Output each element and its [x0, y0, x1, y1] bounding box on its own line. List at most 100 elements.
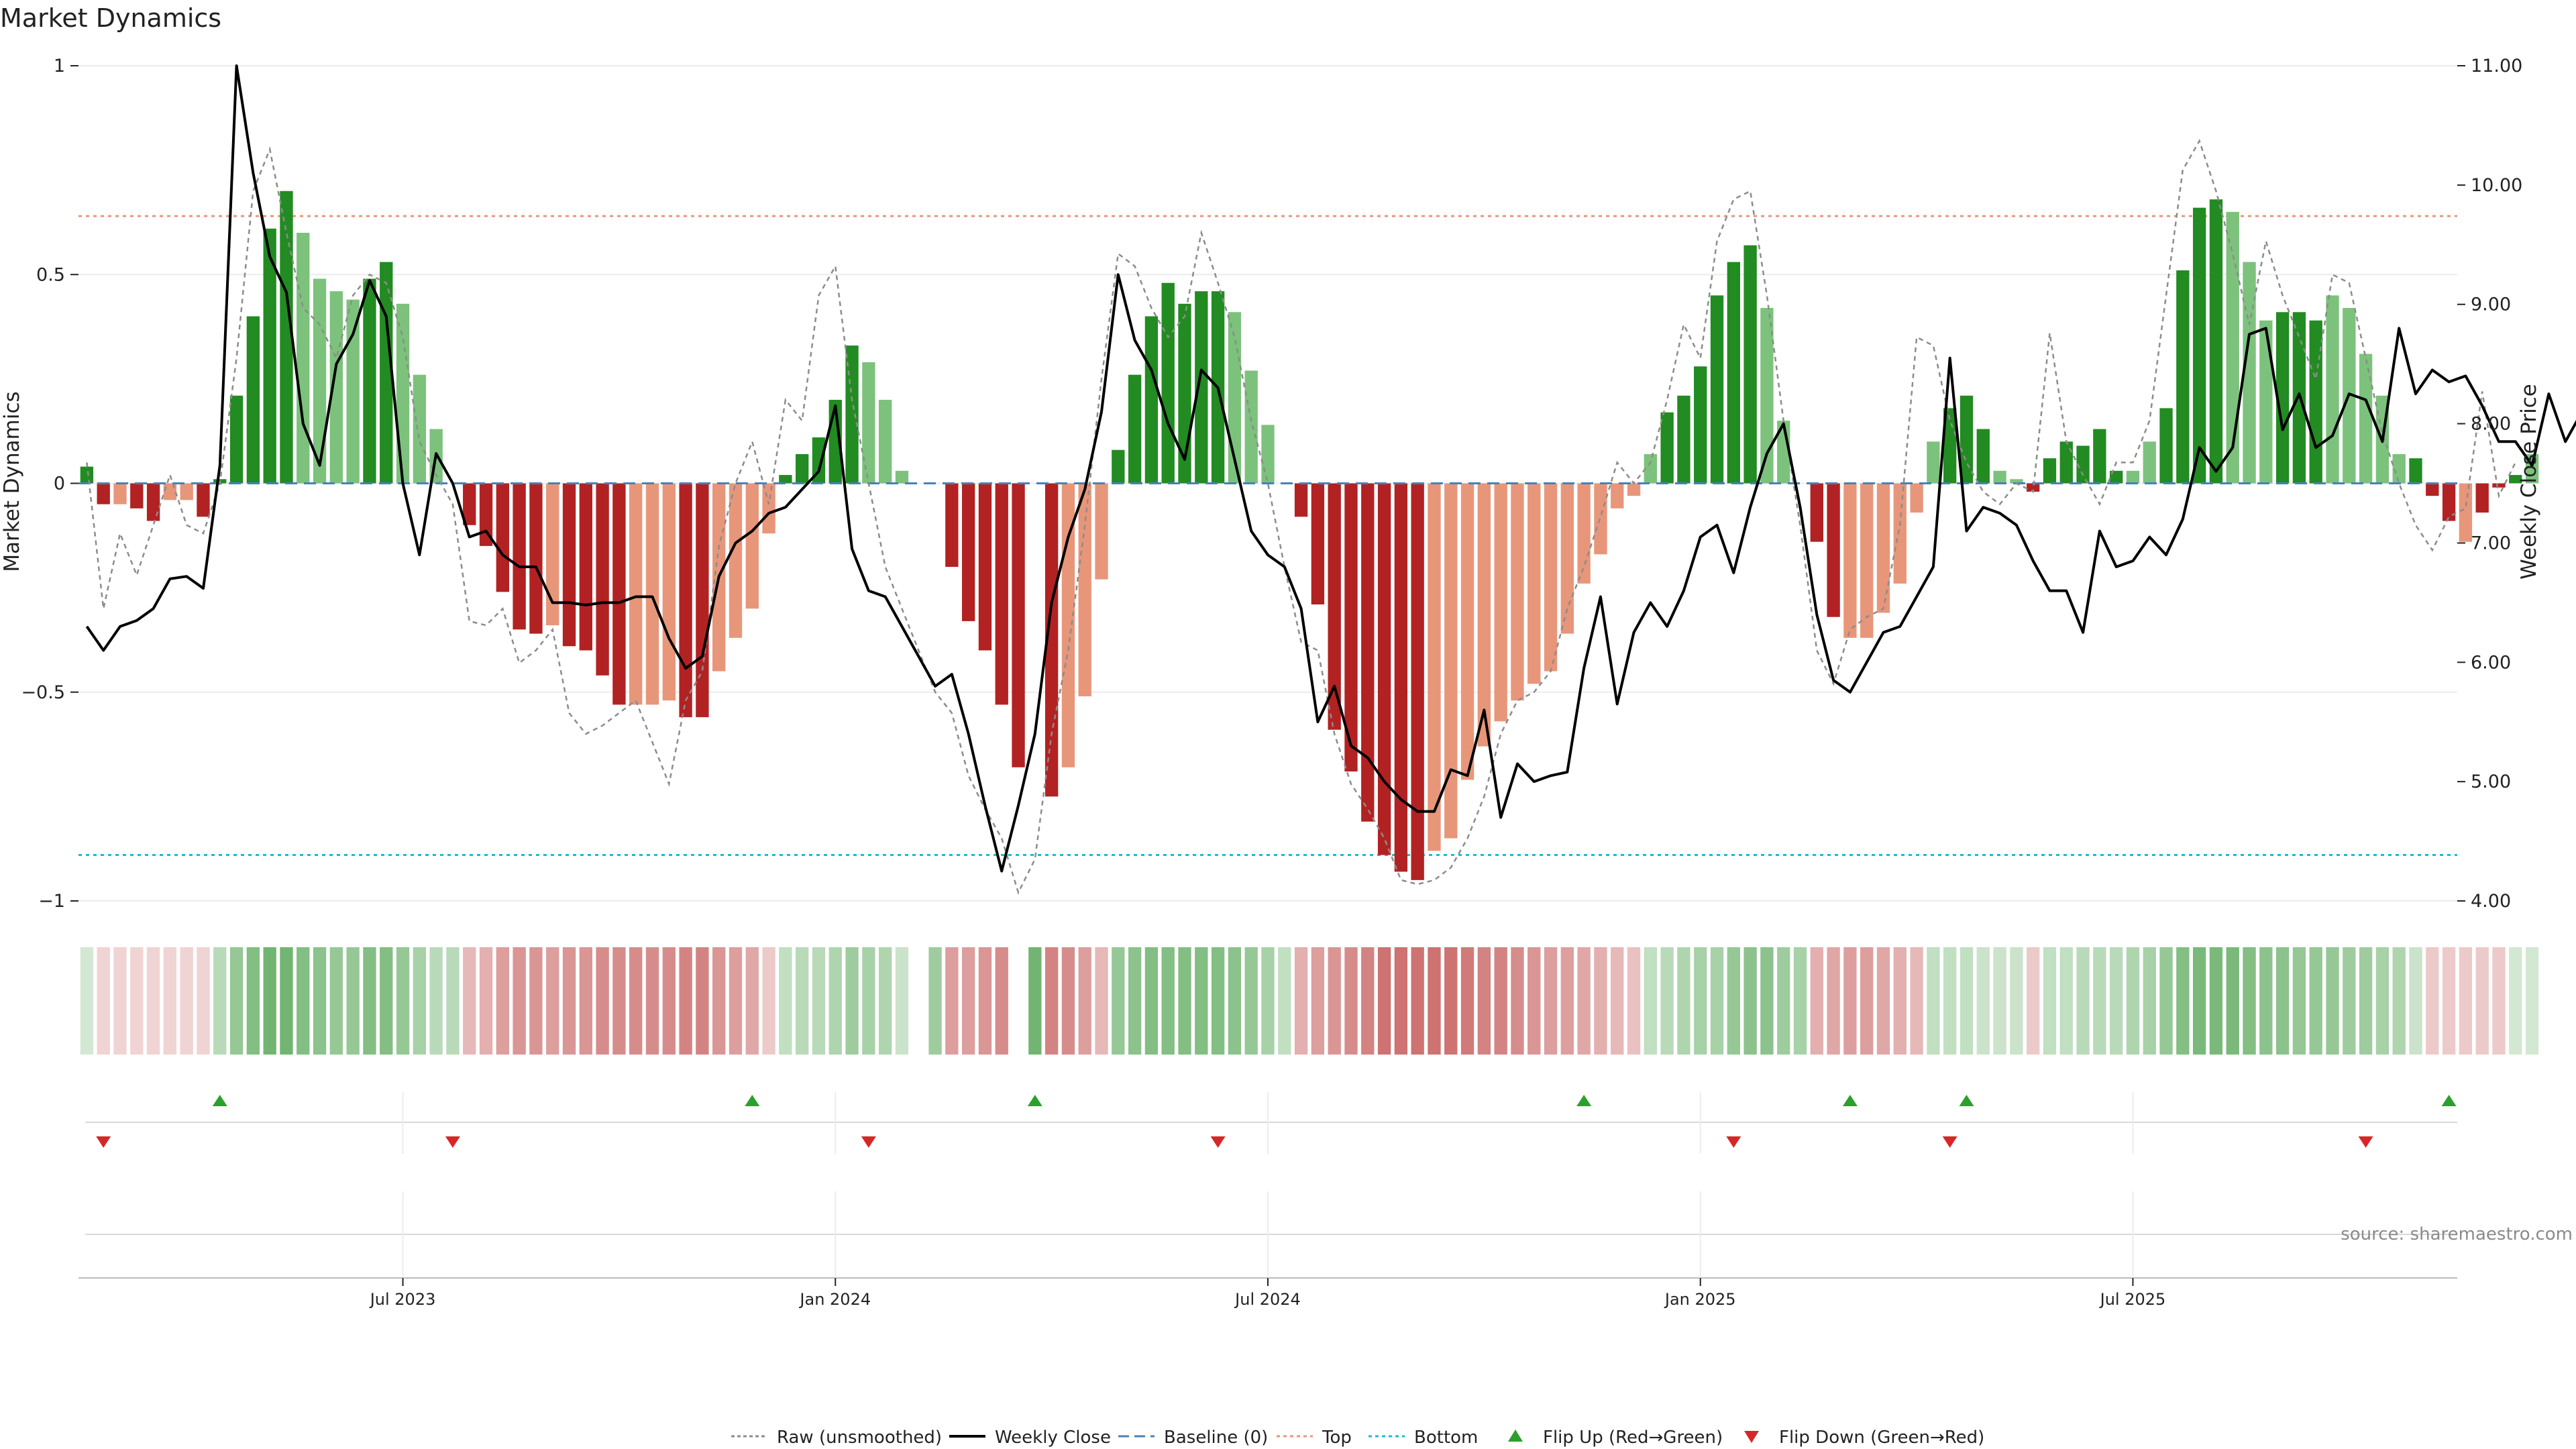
raw-unsmoothed-line — [86, 139, 2516, 895]
heat-cell — [2475, 947, 2489, 1055]
heat-cell — [1993, 947, 2006, 1055]
md-bar — [1460, 483, 1474, 780]
heat-cell — [2375, 947, 2390, 1055]
md-bar — [1976, 429, 1990, 484]
x-axis: Jul 2023 Jan 2024 Jul 2024 Jan 2025 Jul 2025 — [78, 1092, 2457, 1309]
heat-cell — [297, 947, 310, 1055]
heat-cell — [1710, 947, 1724, 1055]
md-bar — [2043, 458, 2057, 484]
flip-up-marker — [1027, 1095, 1042, 1106]
md-bar — [1810, 483, 1823, 542]
md-bar — [1361, 483, 1375, 822]
md-bar — [2309, 320, 2322, 484]
heat-cell — [80, 947, 94, 1055]
md-bar — [2176, 270, 2190, 484]
legend-label: Bottom — [1414, 1428, 1478, 1448]
md-bar — [945, 483, 959, 567]
md-bar — [729, 483, 743, 638]
heat-cell — [1527, 947, 1541, 1055]
md-bar — [113, 483, 127, 504]
md-bar — [2359, 354, 2373, 484]
heat-cell — [1294, 947, 1308, 1055]
md-bar — [812, 437, 826, 484]
bars — [78, 191, 2539, 880]
heat-cell — [1694, 947, 1707, 1055]
flip-markers — [85, 1095, 2457, 1235]
md-bar — [2192, 207, 2206, 484]
heat-cell — [263, 947, 276, 1055]
heat-cell — [479, 947, 493, 1055]
heat-cell — [1261, 947, 1275, 1055]
heat-cell — [2243, 947, 2256, 1055]
legend-label: Top — [1322, 1428, 1352, 1448]
md-bar — [1660, 412, 1674, 484]
md-bar — [2226, 211, 2239, 484]
heat-cell — [1893, 947, 1907, 1055]
heat-cell — [2143, 947, 2156, 1055]
md-bar — [380, 262, 393, 484]
heat-cell — [1228, 947, 1242, 1055]
md-bar — [2059, 441, 2073, 484]
md-bar — [1993, 470, 2006, 484]
right-tick-label: 5.00 — [2471, 771, 2511, 792]
heat-cell — [2509, 947, 2522, 1055]
heat-cell — [1328, 947, 1341, 1055]
md-bar — [662, 483, 676, 701]
lines — [85, 64, 2576, 895]
heat-cell — [229, 947, 244, 1055]
heat-cell — [1777, 947, 1790, 1055]
md-bar — [1594, 483, 1607, 555]
legend-label: Weekly Close — [995, 1428, 1111, 1448]
heat-cell — [513, 947, 526, 1055]
md-bar — [2010, 479, 2023, 484]
heat-cell — [197, 947, 210, 1055]
flip-up-marker — [212, 1095, 227, 1106]
heat-cell — [1511, 947, 1524, 1055]
heat-cell — [1128, 947, 1142, 1055]
heat-cell — [1377, 947, 1391, 1055]
heat-cell — [812, 947, 826, 1055]
heat-cell — [1044, 947, 1059, 1055]
md-bar — [2392, 453, 2406, 484]
md-bar — [1760, 308, 1774, 484]
md-bar — [280, 191, 293, 484]
heat-cell — [529, 947, 543, 1055]
heat-cell — [446, 947, 460, 1055]
heat-cell — [1095, 947, 1108, 1055]
md-bar — [413, 374, 427, 484]
heat-cell — [2159, 947, 2173, 1055]
right-tick-label: 7.00 — [2471, 533, 2511, 553]
heat-cell — [928, 947, 942, 1055]
reference-lines — [78, 215, 2457, 857]
heat-cell — [2492, 947, 2506, 1055]
heat-cell — [579, 947, 592, 1055]
md-bar — [2509, 475, 2522, 484]
md-bar — [1294, 483, 1308, 517]
heat-cell — [380, 947, 393, 1055]
heat-cell — [712, 947, 726, 1055]
heat-cell — [246, 947, 260, 1055]
weekly-close-line — [85, 64, 2576, 873]
legend-flip-down-swatch — [1744, 1431, 1759, 1443]
legend-label: Baseline (0) — [1164, 1428, 1268, 1448]
md-bar — [2275, 312, 2290, 484]
md-bar — [579, 483, 592, 651]
heat-cell — [1560, 947, 1574, 1055]
md-bar — [180, 483, 193, 500]
md-bar — [2459, 483, 2473, 542]
heat-cell — [562, 947, 576, 1055]
md-bar — [1727, 262, 1740, 484]
heat-cell — [978, 947, 992, 1055]
flip-down-marker — [96, 1136, 111, 1148]
md-bar — [862, 362, 875, 484]
md-bar — [1960, 395, 1974, 484]
flip-up-marker — [1842, 1095, 1858, 1106]
heat-cell — [629, 947, 643, 1055]
md-bar — [1611, 483, 1624, 508]
md-bar — [745, 483, 759, 609]
md-bar — [1428, 483, 1441, 851]
heat-cell — [1611, 947, 1624, 1055]
heat-cell — [163, 947, 177, 1055]
heat-cell — [180, 947, 193, 1055]
heat-cell — [1061, 947, 1075, 1055]
